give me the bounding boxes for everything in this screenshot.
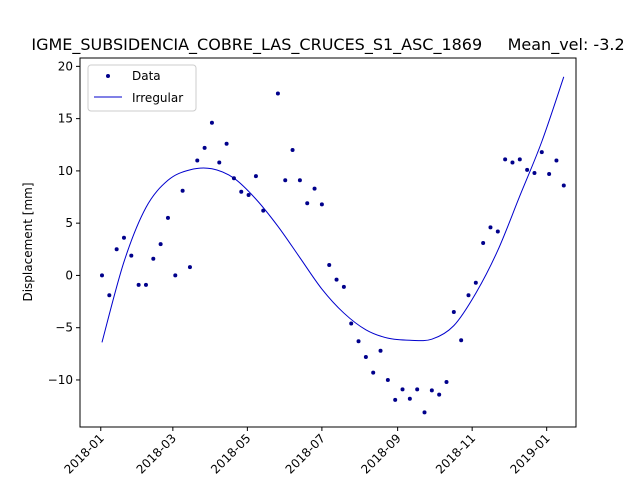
data-point — [400, 387, 405, 392]
data-point — [437, 392, 442, 397]
data-point — [525, 167, 530, 172]
data-point — [261, 208, 266, 213]
data-point — [275, 91, 280, 96]
legend-data-marker — [106, 74, 110, 78]
legend-irregular-label: Irregular — [132, 91, 183, 105]
data-point — [114, 247, 119, 252]
data-point — [429, 388, 434, 393]
data-point — [422, 410, 427, 415]
data-point — [356, 339, 361, 344]
data-point — [107, 293, 112, 298]
data-point — [180, 188, 185, 193]
data-point — [158, 242, 163, 247]
data-point — [151, 256, 156, 261]
data-point — [378, 348, 383, 353]
data-point — [393, 397, 398, 402]
data-point — [121, 235, 126, 240]
data-point — [539, 150, 544, 155]
data-point — [165, 215, 170, 220]
data-point — [319, 202, 324, 207]
y-tick-label: 15 — [58, 112, 73, 126]
data-point — [239, 189, 244, 194]
data-point — [415, 387, 420, 392]
data-point — [129, 253, 134, 258]
legend: Data Irregular — [87, 64, 197, 112]
y-tick-label: −10 — [48, 373, 73, 387]
data-point — [334, 277, 339, 282]
data-point — [231, 176, 236, 181]
plot-area — [80, 58, 576, 427]
data-point — [407, 396, 412, 401]
irregular-fit-line — [101, 76, 565, 343]
data-point — [187, 265, 192, 270]
data-point — [554, 158, 559, 163]
data-point — [363, 354, 368, 359]
data-point — [209, 120, 214, 125]
y-axis-ticks: −10 −5 0 5 10 15 20 — [48, 59, 80, 387]
data-points-layer — [99, 91, 566, 415]
data-point — [246, 192, 251, 197]
data-point — [385, 377, 390, 382]
legend-box — [87, 64, 197, 112]
data-point — [466, 293, 471, 298]
data-point — [488, 225, 493, 230]
data-point — [561, 183, 566, 188]
data-point — [312, 186, 317, 191]
y-axis-label: Displacement [mm] — [21, 182, 35, 301]
y-tick-label: 0 — [65, 268, 73, 282]
data-point — [224, 141, 229, 146]
legend-data-label: Data — [132, 69, 161, 83]
irregular-fit-layer — [101, 76, 565, 343]
data-point — [510, 160, 515, 165]
data-point — [517, 157, 522, 162]
data-point — [349, 321, 354, 326]
data-point — [217, 160, 222, 165]
data-point — [283, 178, 288, 183]
data-point — [547, 172, 552, 177]
data-point — [99, 273, 104, 278]
data-point — [136, 282, 141, 287]
data-point — [290, 147, 295, 152]
data-point — [253, 174, 258, 179]
data-point — [305, 201, 310, 206]
data-point — [195, 158, 200, 163]
y-tick-label: 10 — [58, 164, 73, 178]
data-point — [327, 262, 332, 267]
y-tick-label: 5 — [65, 216, 73, 230]
data-point — [495, 229, 500, 234]
y-tick-label: 20 — [58, 59, 73, 73]
plot-frame — [79, 57, 577, 428]
chart-title: IGME_SUBSIDENCIA_COBRE_LAS_CRUCES_S1_ASC… — [31, 35, 624, 55]
data-point — [202, 145, 207, 150]
data-point — [481, 241, 486, 246]
data-point — [173, 273, 178, 278]
y-tick-label: −5 — [55, 321, 73, 335]
data-point — [459, 338, 464, 343]
data-point — [297, 178, 302, 183]
data-point — [371, 370, 376, 375]
data-point — [473, 280, 478, 285]
data-point — [143, 282, 148, 287]
data-point — [341, 284, 346, 289]
data-point — [444, 380, 449, 385]
data-point — [532, 170, 537, 175]
data-point — [451, 310, 456, 315]
data-point — [503, 157, 508, 162]
